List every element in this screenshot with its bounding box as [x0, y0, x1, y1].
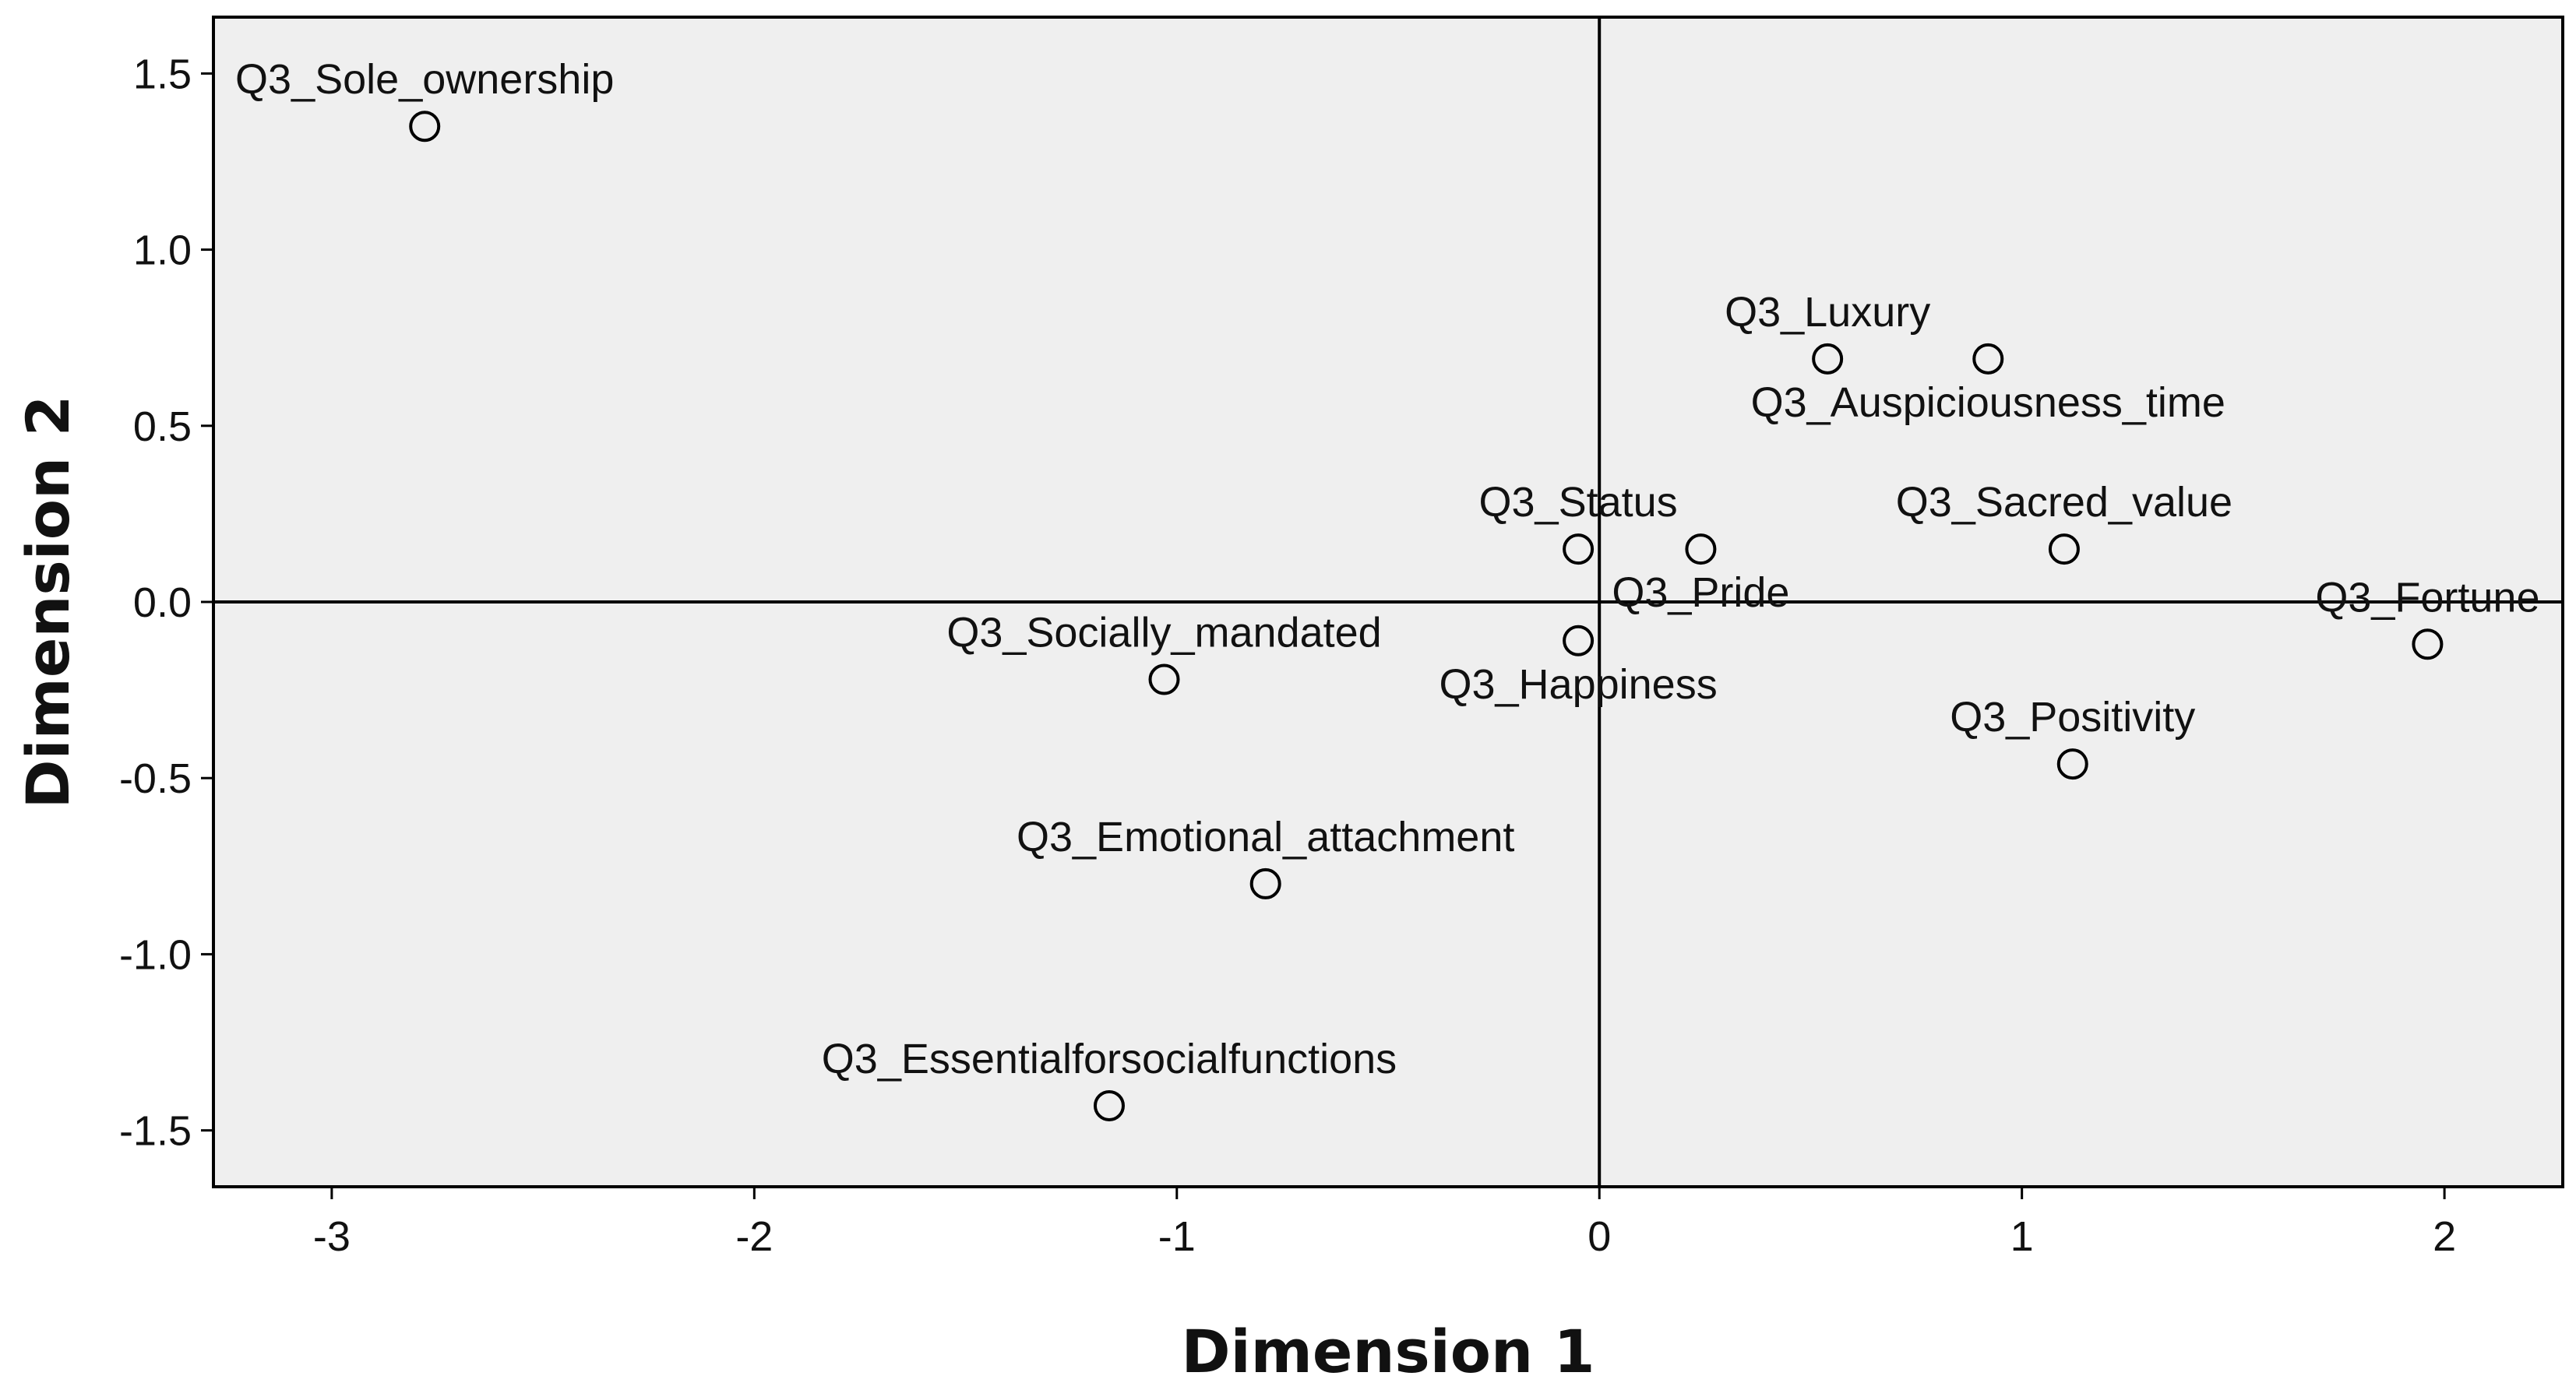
- data-point-label: Q3_Sacred_value: [1896, 479, 2232, 526]
- data-point-label: Q3_Positivity: [1950, 694, 2195, 741]
- reference-lines: [213, 17, 2563, 1187]
- data-point-label: Q3_Socially_mandated: [946, 610, 1381, 656]
- data-point-label: Q3_Happiness: [1439, 661, 1717, 708]
- x-tick-label: -1: [1158, 1213, 1196, 1260]
- data-point-marker: [2412, 628, 2444, 660]
- data-point-marker: [1563, 625, 1595, 656]
- x-tick-label: 1: [2010, 1213, 2034, 1260]
- y-tick-label: -1.5: [119, 1108, 192, 1155]
- y-tick-label: -1.0: [119, 931, 192, 978]
- data-point-label: Q3_Auspiciousness_time: [1751, 379, 2225, 426]
- data-point-label: Q3_Status: [1479, 479, 1678, 526]
- y-tick-label: 0.5: [133, 403, 192, 450]
- data-point-marker: [2048, 533, 2080, 565]
- data-point-label: Q3_Essentialforsocialfunctions: [822, 1036, 1397, 1082]
- data-point-label: Q3_Sole_ownership: [235, 56, 614, 103]
- data-point-label: Q3_Pride: [1612, 569, 1789, 616]
- data-points: Q3_Sole_ownership Q3_Luxury Q3_Auspiciousn…: [235, 56, 2540, 1121]
- x-axis-title: Dimension 1: [1182, 1317, 1595, 1386]
- data-point-marker: [1972, 343, 2004, 375]
- x-tick-label: -3: [313, 1213, 351, 1260]
- data-point-marker: [2056, 748, 2088, 780]
- data-point-label: Q3_Luxury: [1725, 289, 1930, 336]
- y-tick-label: 0.0: [133, 579, 192, 626]
- data-point-marker: [1093, 1089, 1125, 1121]
- data-point-label: Q3_Fortune: [2315, 574, 2539, 621]
- y-axis-title: Dimension 2: [13, 396, 83, 809]
- y-tick-label: 1.0: [133, 227, 192, 274]
- data-point-marker: [1563, 533, 1595, 565]
- y-tick-label: 1.5: [133, 51, 192, 97]
- data-point-marker: [409, 111, 441, 143]
- x-tick-label: 0: [1588, 1213, 1611, 1260]
- data-point-marker: [1685, 533, 1717, 565]
- data-point-marker: [1812, 343, 1844, 375]
- y-axis: 1.5 1.0 0.5 0.0 -0.5 -1.0 -1.5: [119, 51, 213, 1155]
- data-point-marker: [1148, 663, 1180, 695]
- data-point-marker: [1249, 867, 1281, 899]
- y-tick-label: -0.5: [119, 755, 192, 802]
- x-tick-label: -2: [735, 1213, 773, 1260]
- data-point-label: Q3_Emotional_attachment: [1017, 814, 1514, 860]
- x-axis: -3 -2 -1 0 1 2: [313, 1187, 2456, 1260]
- x-tick-label: 2: [2433, 1213, 2456, 1260]
